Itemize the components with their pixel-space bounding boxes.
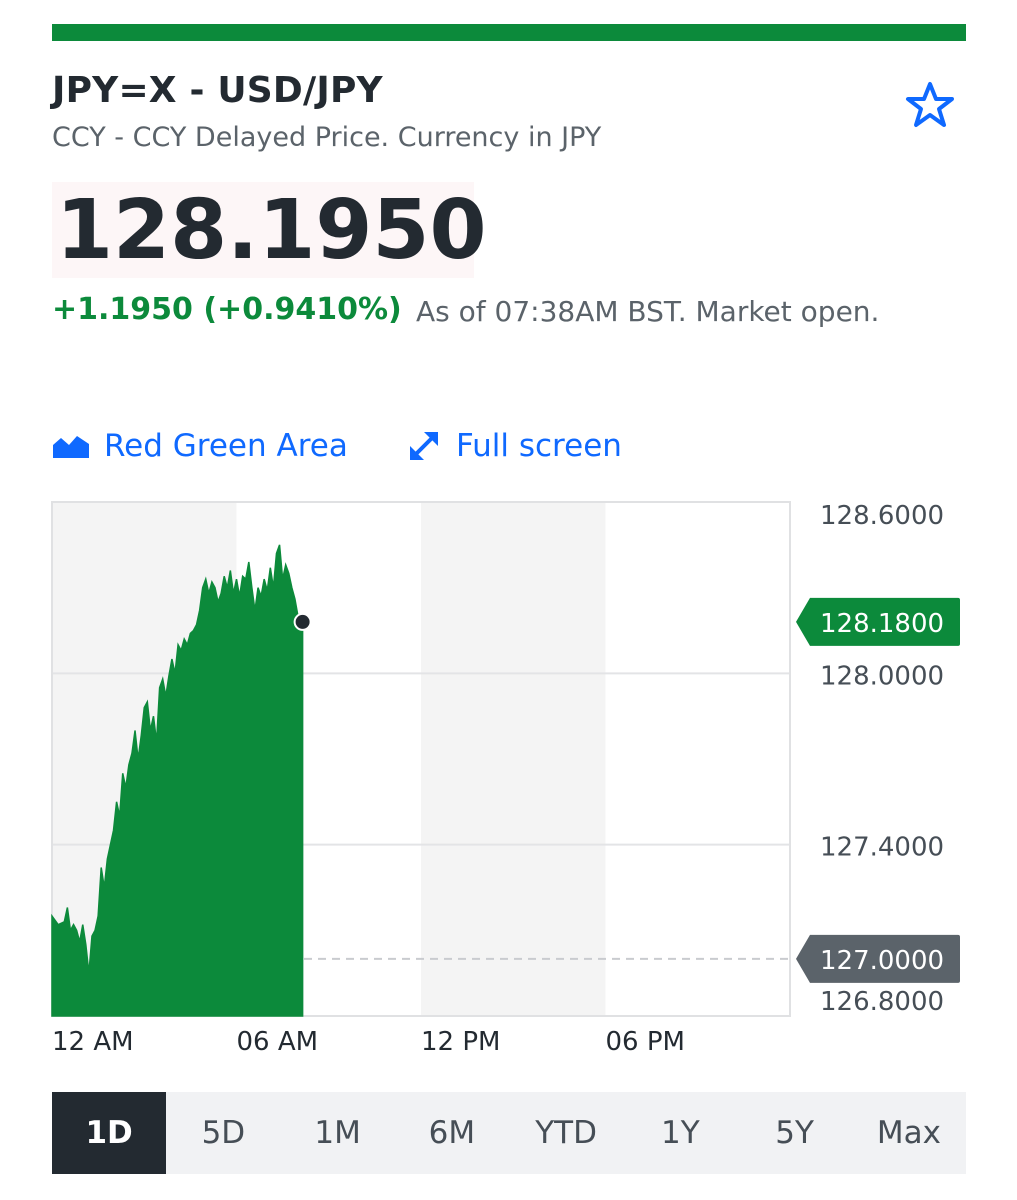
range-max[interactable]: Max xyxy=(876,1115,941,1151)
price-highlight: 128.1950 xyxy=(52,182,487,278)
market-status: As of 07:38AM BST. Market open. xyxy=(416,295,880,328)
current-price-tag xyxy=(796,597,960,646)
x-tick-label: 12 PM xyxy=(421,1027,500,1057)
range-selector: 1D 5D 1M 6M YTD 1Y 5Y Max xyxy=(52,1092,966,1174)
price-change: +1.1950 (+0.9410%) xyxy=(52,292,402,327)
range-6m[interactable]: 6M xyxy=(428,1115,476,1151)
chart-type-label: Red Green Area xyxy=(104,428,348,464)
range-1y[interactable]: 1Y xyxy=(661,1115,700,1151)
page-subtitle: CCY - CCY Delayed Price. Currency in JPY xyxy=(52,122,602,153)
previous-close-tag xyxy=(796,934,960,983)
session-band-1 xyxy=(421,502,606,1016)
page-title: JPY=X - USD/JPY xyxy=(52,70,383,111)
y-tick-label: 128.6000 xyxy=(820,501,944,531)
price-area xyxy=(51,544,304,1017)
chart-type-button[interactable]: Red Green Area xyxy=(52,428,348,464)
star-outline-icon[interactable] xyxy=(904,80,956,130)
full-screen-label: Full screen xyxy=(456,428,622,464)
expand-arrows-icon xyxy=(410,432,438,460)
range-5y[interactable]: 5Y xyxy=(775,1115,814,1151)
current-price: 128.1950 xyxy=(56,183,487,278)
range-1m[interactable]: 1M xyxy=(314,1115,361,1151)
x-tick-label: 12 AM xyxy=(52,1027,134,1057)
y-tick-label: 127.4000 xyxy=(820,833,944,863)
y-tick-label: 128.0000 xyxy=(820,661,944,691)
price-chart: 128.6000 128.0000 127.4000 126.8000 12 AM 06 … xyxy=(51,501,960,1057)
current-price-tag-label: 128.1800 xyxy=(820,609,944,639)
range-ytd[interactable]: YTD xyxy=(535,1115,597,1151)
range-5d[interactable]: 5D xyxy=(201,1115,246,1151)
x-tick-label: 06 PM xyxy=(606,1027,685,1057)
chart-frame xyxy=(51,501,791,1017)
y-tick-label: 126.8000 xyxy=(820,987,944,1017)
last-price-dot xyxy=(293,612,312,631)
full-screen-button[interactable]: Full screen xyxy=(406,428,622,464)
range-1d[interactable]: 1D xyxy=(52,1092,167,1174)
header-accent-bar xyxy=(52,24,966,41)
previous-close-tag-label: 127.0000 xyxy=(820,946,944,976)
area-chart-icon xyxy=(53,436,89,458)
x-tick-label: 06 AM xyxy=(237,1027,319,1057)
